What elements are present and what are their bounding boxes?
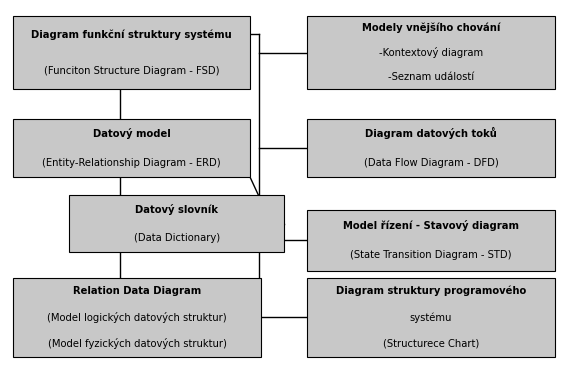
FancyBboxPatch shape xyxy=(307,118,556,177)
Text: (Model logických datových struktur): (Model logických datových struktur) xyxy=(47,312,227,323)
Text: (Data Dictionary): (Data Dictionary) xyxy=(133,233,220,243)
FancyBboxPatch shape xyxy=(307,278,556,356)
Text: systému: systému xyxy=(410,312,452,323)
Text: (Structurece Chart): (Structurece Chart) xyxy=(383,338,479,348)
Text: (Data Flow Diagram - DFD): (Data Flow Diagram - DFD) xyxy=(364,158,498,168)
Text: Modely vnějšího chování: Modely vnějšího chování xyxy=(362,23,500,34)
Text: Diagram funkční struktury systému: Diagram funkční struktury systému xyxy=(31,29,232,39)
Text: Diagram struktury programového: Diagram struktury programového xyxy=(336,286,526,296)
Text: Diagram datových toků: Diagram datových toků xyxy=(365,127,497,139)
FancyBboxPatch shape xyxy=(307,16,556,89)
Text: Model řízení - Stavový diagram: Model řízení - Stavový diagram xyxy=(343,220,519,231)
Text: (Funciton Structure Diagram - FSD): (Funciton Structure Diagram - FSD) xyxy=(44,66,219,76)
Text: Datový model: Datový model xyxy=(93,128,170,139)
FancyBboxPatch shape xyxy=(307,210,556,270)
Text: Datový slovník: Datový slovník xyxy=(135,204,218,215)
Text: (State Transition Diagram - STD): (State Transition Diagram - STD) xyxy=(350,251,512,261)
Text: -Seznam událostí: -Seznam událostí xyxy=(388,72,474,82)
FancyBboxPatch shape xyxy=(12,16,250,89)
FancyBboxPatch shape xyxy=(12,278,261,356)
Text: (Entity-Relationship Diagram - ERD): (Entity-Relationship Diagram - ERD) xyxy=(42,158,221,168)
Text: Relation Data Diagram: Relation Data Diagram xyxy=(73,286,201,296)
FancyBboxPatch shape xyxy=(69,196,284,252)
Text: (Model fyzických datových struktur): (Model fyzických datových struktur) xyxy=(48,338,227,349)
FancyBboxPatch shape xyxy=(12,118,250,177)
Text: -Kontextový diagram: -Kontextový diagram xyxy=(379,47,483,58)
